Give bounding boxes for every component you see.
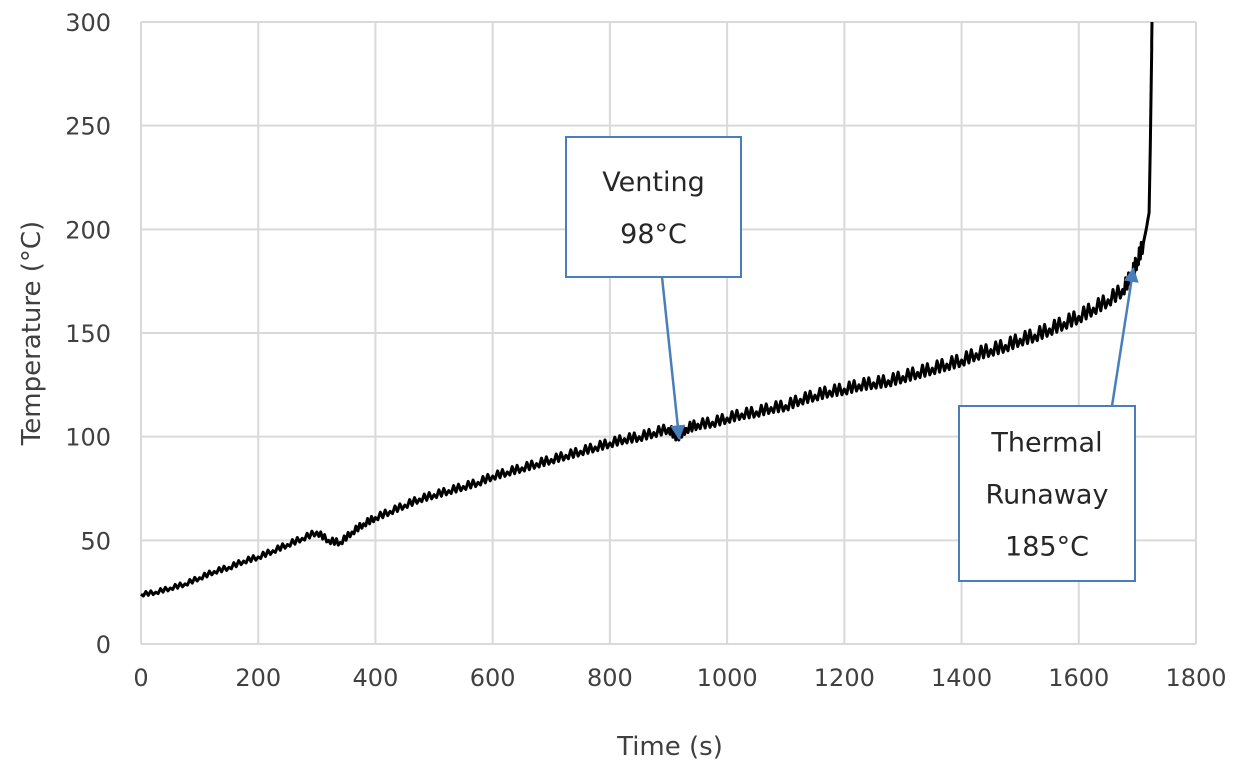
x-tick-label: 1000 <box>697 664 758 692</box>
x-tick-label: 800 <box>587 664 633 692</box>
y-tick-label: 50 <box>80 527 111 555</box>
callout-0: Venting 98°C <box>565 136 742 441</box>
tick-labels: 0 200 400 600 800 1000 1200 1400 1600 1800 0 50 100 1… <box>65 9 1226 692</box>
callout-text: 185°C <box>1005 532 1089 563</box>
y-tick-label: 300 <box>65 9 111 37</box>
x-tick-label: 200 <box>235 664 281 692</box>
x-tick-label: 0 <box>133 664 148 692</box>
x-tick-label: 400 <box>353 664 399 692</box>
y-tick-label: 250 <box>65 113 111 141</box>
annotations: Venting 98°C Thermal Runaway 185°C <box>565 136 1139 582</box>
callout-arrow <box>660 276 686 441</box>
x-tick-label: 1200 <box>814 664 875 692</box>
x-axis-title: Time (s) <box>616 732 723 762</box>
y-axis-title: Temperature (°C) <box>17 221 47 446</box>
x-tick-label: 600 <box>470 664 516 692</box>
y-tick-label: 200 <box>65 216 111 244</box>
callout-text: 98°C <box>620 219 687 250</box>
callout-text: Thermal <box>990 428 1102 459</box>
y-tick-label: 150 <box>65 320 111 348</box>
callout-box <box>958 405 1136 582</box>
y-tick-label: 100 <box>65 424 111 452</box>
callout-1: Thermal Runaway 185°C <box>958 266 1139 582</box>
x-tick-label: 1600 <box>1048 664 1109 692</box>
y-tick-label: 0 <box>96 631 111 659</box>
x-tick-label: 1800 <box>1165 664 1226 692</box>
callout-box <box>565 136 742 278</box>
x-tick-label: 1400 <box>931 664 992 692</box>
callout-text: Runaway <box>986 480 1109 511</box>
callout-text: Venting <box>602 167 704 198</box>
callout-arrow <box>1110 266 1139 407</box>
